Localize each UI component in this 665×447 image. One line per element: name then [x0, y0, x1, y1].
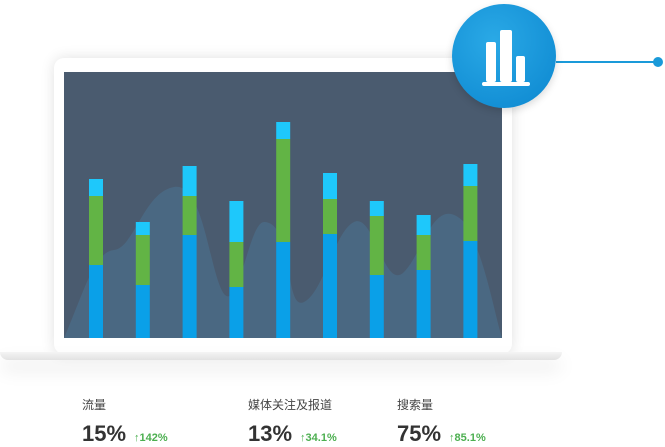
- bar-3-segment-3: [182, 166, 197, 196]
- stat-label: 流量: [82, 398, 107, 412]
- bar-4-segment-2: [229, 242, 244, 287]
- bar-7-segment-3: [369, 201, 384, 216]
- bar-5-segment-3: [276, 122, 291, 139]
- bar-9-segment-2: [463, 186, 478, 241]
- bar-chart-icon: [482, 30, 530, 86]
- stat-value: 75%: [397, 421, 442, 446]
- chart-screen: [64, 72, 502, 338]
- bar-6-segment-1: [323, 234, 337, 338]
- stat-label: 搜索量: [397, 398, 434, 412]
- bar-5-segment-1: [276, 242, 291, 338]
- bar-3-segment-2: [182, 196, 197, 235]
- stat-change: ↑85.1%: [449, 432, 486, 444]
- stat-value: 13%: [248, 421, 293, 446]
- bar-6-segment-3: [323, 173, 337, 199]
- stat-search: 搜索量 75% ↑85.1%: [397, 396, 486, 447]
- bar-2-segment-1: [135, 285, 150, 338]
- laptop-base: [0, 352, 562, 360]
- bar-5-segment-2: [276, 139, 291, 242]
- connector-dot: [653, 57, 663, 67]
- bar-chart: [64, 122, 502, 338]
- stat-traffic: 流量 15% ↑142%: [82, 396, 168, 447]
- bar-2-segment-3: [135, 222, 150, 235]
- bar-6-segment-2: [323, 199, 337, 234]
- bar-7-segment-1: [369, 275, 384, 338]
- bar-3-segment-1: [182, 235, 197, 338]
- bar-2-segment-2: [135, 235, 150, 285]
- chart-badge: [452, 4, 556, 108]
- bar-8-segment-2: [416, 235, 431, 270]
- stat-label: 媒体关注及报道: [248, 398, 333, 412]
- stat-change: ↑34.1%: [300, 432, 337, 444]
- bar-1-segment-2: [89, 196, 103, 265]
- bar-8-segment-1: [416, 270, 431, 338]
- connector-line: [556, 61, 656, 63]
- bar-1-segment-3: [89, 179, 103, 196]
- stat-value: 15%: [82, 421, 127, 446]
- bar-1-segment-1: [89, 265, 103, 338]
- bar-9-segment-3: [463, 164, 478, 186]
- bar-7-segment-2: [369, 216, 384, 275]
- bar-9-segment-1: [463, 241, 478, 338]
- bar-4-segment-3: [229, 201, 244, 242]
- stat-media: 媒体关注及报道 13% ↑34.1%: [248, 396, 337, 447]
- bar-4-segment-1: [229, 287, 244, 338]
- bar-8-segment-3: [416, 215, 431, 235]
- stat-change: ↑142%: [134, 432, 168, 444]
